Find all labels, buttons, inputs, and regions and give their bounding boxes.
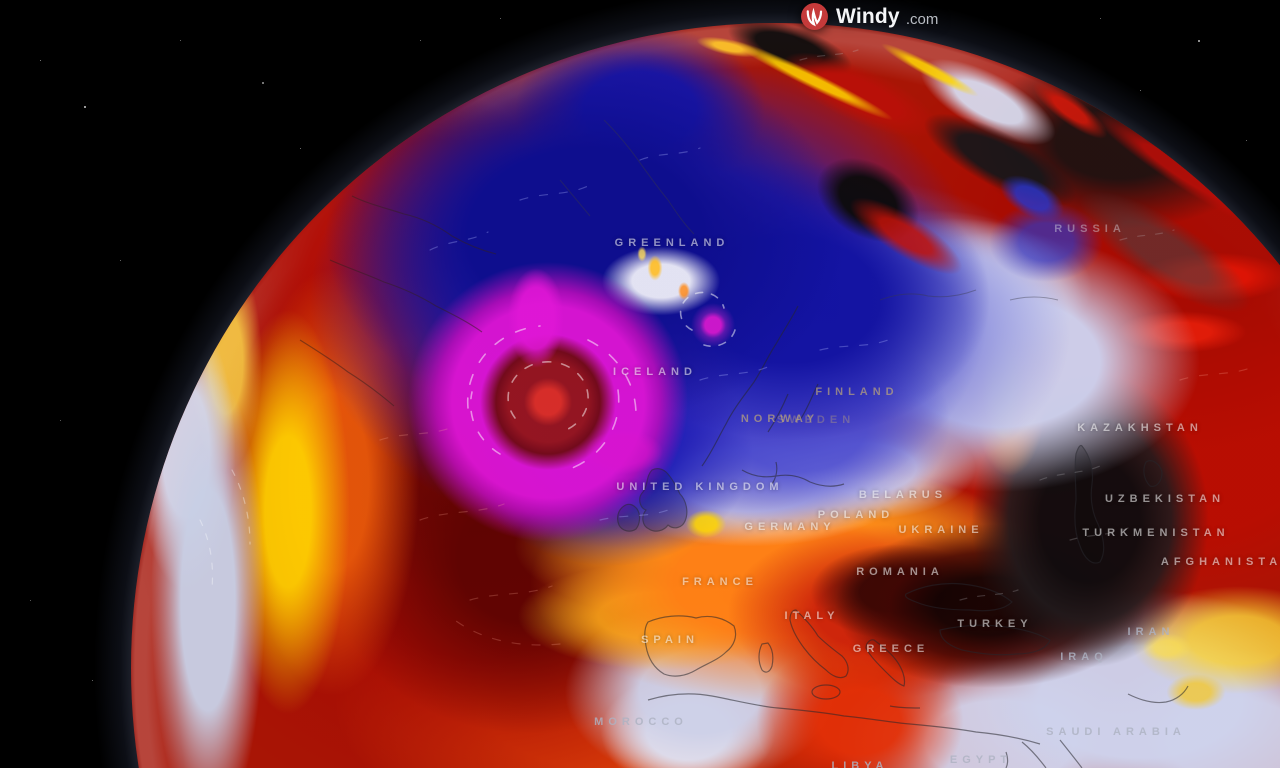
windy-logo[interactable]: Windy .com (800, 2, 938, 31)
logo-brand-text: Windy (836, 4, 900, 28)
star (1140, 90, 1141, 91)
star (180, 40, 181, 41)
star (30, 600, 31, 601)
star (300, 148, 301, 149)
star (262, 82, 264, 84)
star (1100, 18, 1101, 19)
star (40, 60, 41, 61)
star (1246, 140, 1247, 141)
star (500, 18, 501, 19)
star (1198, 40, 1200, 42)
windy-swirl-icon (801, 3, 828, 30)
star (60, 420, 61, 421)
star (120, 260, 121, 261)
star (84, 106, 86, 108)
star (420, 40, 421, 41)
star (92, 680, 93, 681)
logo-suffix-text: .com (905, 10, 939, 28)
